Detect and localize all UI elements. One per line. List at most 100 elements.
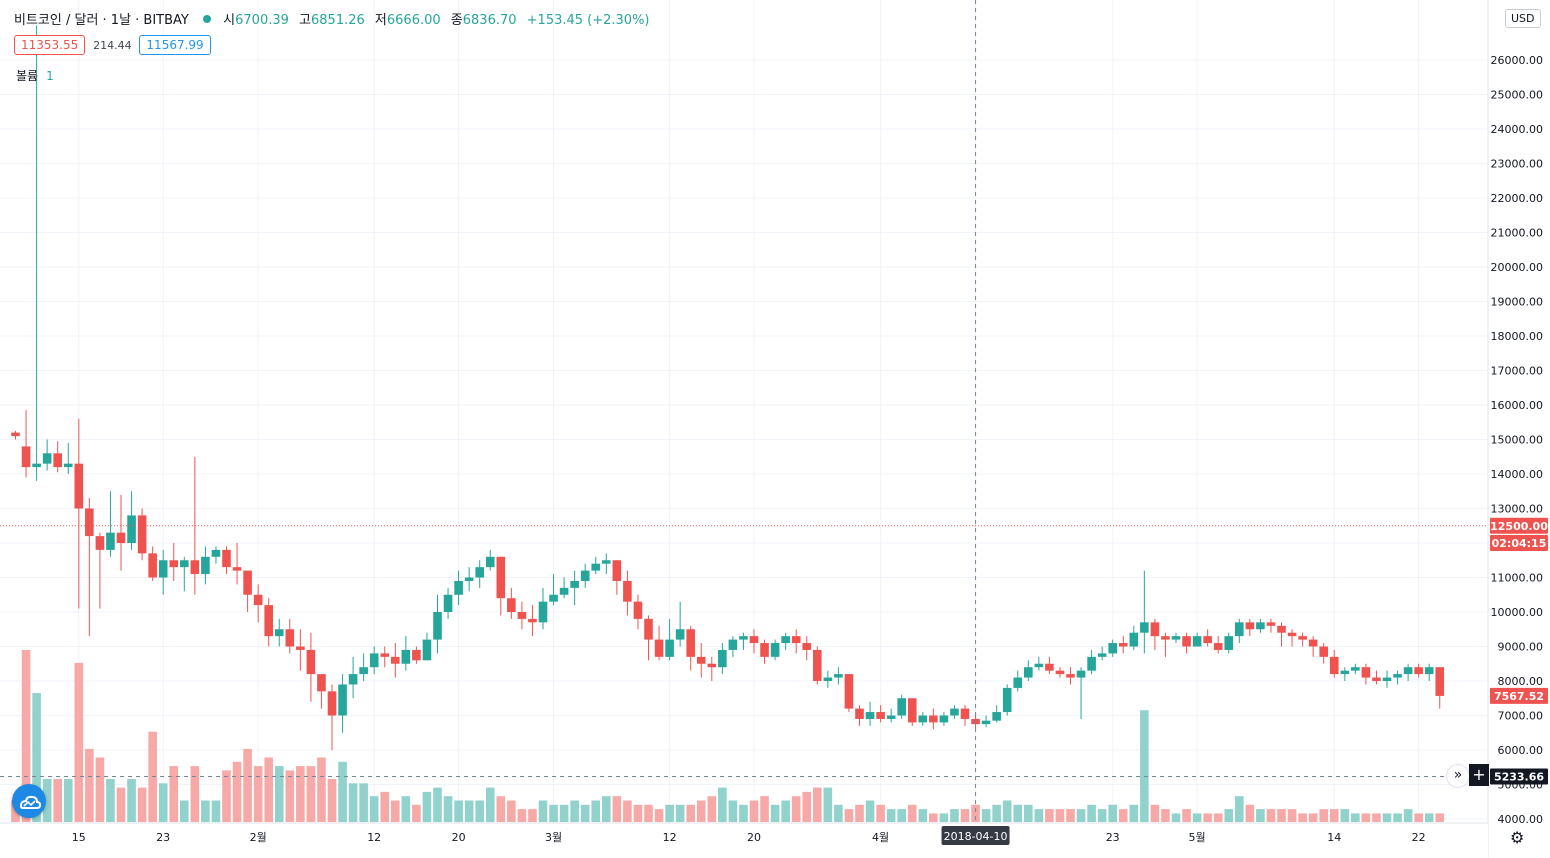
candle-body [422,639,432,661]
candle-body [53,453,62,468]
candle-body [707,663,717,668]
volume-bar [222,770,231,822]
candle-body [623,580,632,602]
price-axis[interactable]: 4000.005000.006000.007000.008000.009000.… [1487,0,1550,858]
time-tick-label: 15 [72,831,86,844]
candle-body [1403,667,1413,675]
volume-bar [718,787,727,822]
time-axis[interactable]: 15 23 2월 12 20 3월 12 20 4월 2018-04-10 23 5월 14 22 [0,822,1488,858]
candle-body [1435,667,1445,696]
volume-bar [707,796,717,822]
volume-bar [1034,809,1044,822]
volume-bar [886,809,896,822]
candle-body [1235,622,1244,637]
volume-bar [981,809,991,822]
price-tick-label: 26000.00 [1491,54,1544,67]
volume-bar [401,796,411,822]
volume-bar [1087,804,1096,822]
candle-body [897,698,906,716]
symbol-legend: 비트코인 / 달러 · 1날 · BITBAY 시6700.39 고6851.2… [14,9,656,28]
volume-bar [739,804,748,822]
sell-button[interactable]: 11353.55 [14,35,86,55]
candle-body [1002,687,1012,713]
volume-bar [1277,809,1286,822]
close-value: 6836.70 [462,13,517,28]
candle-body [1277,625,1286,633]
candle-body [654,639,664,657]
tradingview-logo[interactable] [12,784,46,818]
volume-bar [855,804,864,822]
candle-body [981,720,991,725]
double-chevron-right-icon: » [1453,767,1463,783]
candle-body [359,667,368,675]
volume-bar [53,779,62,822]
candle-body [1393,674,1402,678]
high-value: 6851.26 [311,13,365,28]
time-tick-label: 22 [1412,831,1426,844]
volume-bar [21,650,31,822]
candle-body [1308,639,1318,647]
buy-button[interactable]: 11567.99 [139,35,211,55]
volume-bar [327,779,337,822]
volume-bar [496,796,506,822]
volume-bar [422,791,432,822]
volume-bar [1340,809,1350,822]
price-tick-label: 15000.00 [1491,434,1544,447]
candle-body [485,556,495,568]
volume-bar [549,804,558,822]
volume-bar [580,804,590,822]
currency-button[interactable]: USD [1505,9,1541,28]
volume-bar [929,813,938,822]
volume-bar [675,804,685,822]
plus-icon: + [1472,765,1486,784]
candle-body [760,643,769,657]
volume-bar [612,796,622,822]
candle-body [644,618,653,640]
change-value: +153.45 (+2.30%) [526,13,650,28]
candle-body [813,649,822,681]
scroll-to-latest-button[interactable]: » [1446,764,1470,788]
volume-bar [348,783,358,822]
price-tick-label: 14000.00 [1491,468,1544,481]
volume-bar [602,796,611,822]
candle-body [1129,632,1139,647]
candle-body [496,556,506,599]
volume-bar [1298,813,1307,822]
volume-bar [897,809,906,822]
candle-body [633,601,643,619]
volume-bar [1097,809,1107,822]
candle-body [559,587,569,595]
candle-body [612,560,622,581]
volume-bar [1045,809,1054,822]
add-price-alert-button[interactable]: + [1469,764,1489,786]
candle-body [929,715,938,723]
candle-body [85,508,94,537]
price-tick-label: 7000.00 [1498,710,1544,723]
volume-bar [1013,804,1023,822]
candle-body [602,560,611,564]
volume-bar [1319,809,1328,822]
volume-bar [1192,813,1202,822]
candle-body [1424,667,1434,675]
candle-body [106,532,115,550]
candle-body [591,563,601,571]
candle-body [1319,646,1328,657]
volume-bar [802,791,812,822]
volume-bar [359,783,368,822]
settings-gear-icon[interactable]: ⚙ [1510,828,1525,847]
candle-body [306,649,316,675]
price-label: 7567.52 [1494,690,1544,703]
candle-body [222,549,231,568]
volume-bar [1161,809,1170,822]
volume-bar [654,809,664,822]
volume-bar [1382,813,1392,822]
candle-body [1108,643,1117,654]
symbol-title[interactable]: 비트코인 / 달러 · 1날 · BITBAY [14,13,189,28]
volume-bar [380,791,390,822]
candle-body [770,643,780,657]
open-label: 시 [223,13,236,28]
candle-body [1256,622,1265,630]
volume-legend[interactable]: 볼륨 1 [16,67,54,84]
candle-body [865,712,875,719]
